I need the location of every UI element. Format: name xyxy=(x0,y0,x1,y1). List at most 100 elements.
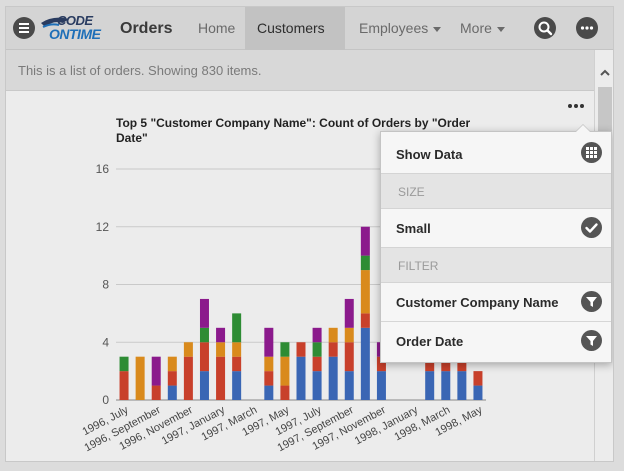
app-window: CODE ONTIME Orders Home Customers Employ… xyxy=(5,6,614,462)
top-navigation-bar: CODE ONTIME Orders Home Customers Employ… xyxy=(6,7,613,75)
nav-more-label: More xyxy=(460,20,492,36)
info-text: This is a list of orders. Showing 830 it… xyxy=(18,63,262,78)
size-small-label: Small xyxy=(396,221,431,236)
bar-segment xyxy=(473,385,483,400)
bar-segment xyxy=(167,385,177,400)
bar-segment xyxy=(328,342,338,357)
bar-segment xyxy=(344,342,354,372)
filter-section-header: FILTER xyxy=(381,247,611,283)
y-tick-label: 4 xyxy=(102,335,109,349)
chart-options-icon[interactable] xyxy=(568,101,586,111)
y-tick-label: 8 xyxy=(102,278,109,292)
chevron-down-icon xyxy=(433,26,442,32)
bar-segment xyxy=(360,270,370,314)
bar-segment xyxy=(457,356,467,372)
bar-segment xyxy=(376,356,386,372)
nav-customers[interactable]: Customers xyxy=(245,7,345,75)
search-icon[interactable] xyxy=(534,17,556,39)
bar-segment xyxy=(473,371,483,386)
logo-swoosh-icon xyxy=(41,17,69,28)
bar-segment xyxy=(328,356,338,400)
bar-segment xyxy=(167,371,177,386)
bar-segment xyxy=(328,327,338,343)
bar-segment xyxy=(199,327,209,343)
show-data-label: Show Data xyxy=(396,147,463,162)
bar-segment xyxy=(280,385,290,400)
filter-date-label: Order Date xyxy=(396,334,464,349)
nav-home-label: Home xyxy=(198,20,236,36)
bar-segment xyxy=(151,356,161,386)
hamburger-menu-icon[interactable] xyxy=(13,17,35,39)
bar-segment xyxy=(425,356,435,372)
bar-segment xyxy=(441,371,451,400)
info-bar: This is a list of orders. Showing 830 it… xyxy=(6,50,594,91)
y-tick-label: 0 xyxy=(102,393,109,407)
bar-segment xyxy=(232,313,242,343)
bar-segment xyxy=(344,371,354,400)
nav-employees[interactable]: Employees xyxy=(347,7,453,50)
popup-divider xyxy=(381,321,611,322)
bar-segment xyxy=(425,371,435,400)
popup-pointer xyxy=(575,124,591,132)
bar-segment xyxy=(232,356,242,372)
filter-company-option[interactable]: Customer Company Name xyxy=(381,283,611,321)
nav-more[interactable]: More xyxy=(448,7,517,50)
filter-company-label: Customer Company Name xyxy=(396,295,559,310)
bar-segment xyxy=(232,371,242,400)
bar-segment xyxy=(135,356,145,400)
size-header-label: SIZE xyxy=(398,185,425,199)
bar-segment xyxy=(376,371,386,400)
bar-segment xyxy=(360,255,370,271)
show-data-option[interactable]: Show Data xyxy=(381,132,611,173)
bar-segment xyxy=(312,371,322,400)
chart-options-popup: Show Data SIZE Small FILTER xyxy=(380,124,612,363)
bar-segment xyxy=(441,356,451,372)
bar-segment xyxy=(264,371,274,386)
bar-segment xyxy=(151,385,161,400)
bar-segment xyxy=(312,342,322,357)
bar-segment xyxy=(119,371,129,400)
size-small-option[interactable]: Small xyxy=(381,209,611,247)
bar-segment xyxy=(344,298,354,328)
nav-home[interactable]: Home xyxy=(186,7,247,50)
bar-segment xyxy=(216,327,226,343)
app-logo[interactable]: CODE ONTIME xyxy=(39,13,107,45)
funnel-icon xyxy=(581,330,602,351)
size-section-header: SIZE xyxy=(381,173,611,209)
bar-segment xyxy=(312,356,322,372)
bar-segment xyxy=(167,356,177,372)
bar-segment xyxy=(280,342,290,357)
scroll-up-icon[interactable] xyxy=(600,68,610,78)
logo-text-code: CODE xyxy=(57,13,93,28)
bar-segment xyxy=(296,342,306,357)
bar-segment xyxy=(264,385,274,400)
bar-segment xyxy=(360,327,370,400)
logo-text-ontime: ONTIME xyxy=(49,26,101,42)
bar-segment xyxy=(183,356,193,400)
y-tick-label: 12 xyxy=(96,220,110,234)
bar-segment xyxy=(119,356,129,372)
bar-segment xyxy=(216,342,226,357)
y-tick-label: 16 xyxy=(96,162,110,176)
bar-segment xyxy=(199,342,209,372)
bar-segment xyxy=(457,371,467,400)
bar-segment xyxy=(360,226,370,256)
bar-segment xyxy=(280,356,290,386)
bar-segment xyxy=(216,356,226,400)
bar-segment xyxy=(264,356,274,372)
bar-segment xyxy=(344,327,354,343)
bar-segment xyxy=(360,313,370,328)
funnel-icon xyxy=(581,291,602,312)
nav-employees-label: Employees xyxy=(359,20,429,36)
ellipsis-icon[interactable] xyxy=(576,17,598,39)
grid-icon xyxy=(581,142,602,163)
filter-header-label: FILTER xyxy=(398,259,439,273)
chart-title: Top 5 "Customer Company Name": Count of … xyxy=(116,116,471,145)
nav-customers-label: Customers xyxy=(257,20,325,36)
bar-segment xyxy=(296,356,306,400)
filter-date-option[interactable]: Order Date xyxy=(381,322,611,362)
checkmark-icon xyxy=(581,217,602,238)
bar-segment xyxy=(264,327,274,357)
chevron-down-icon xyxy=(496,26,505,32)
